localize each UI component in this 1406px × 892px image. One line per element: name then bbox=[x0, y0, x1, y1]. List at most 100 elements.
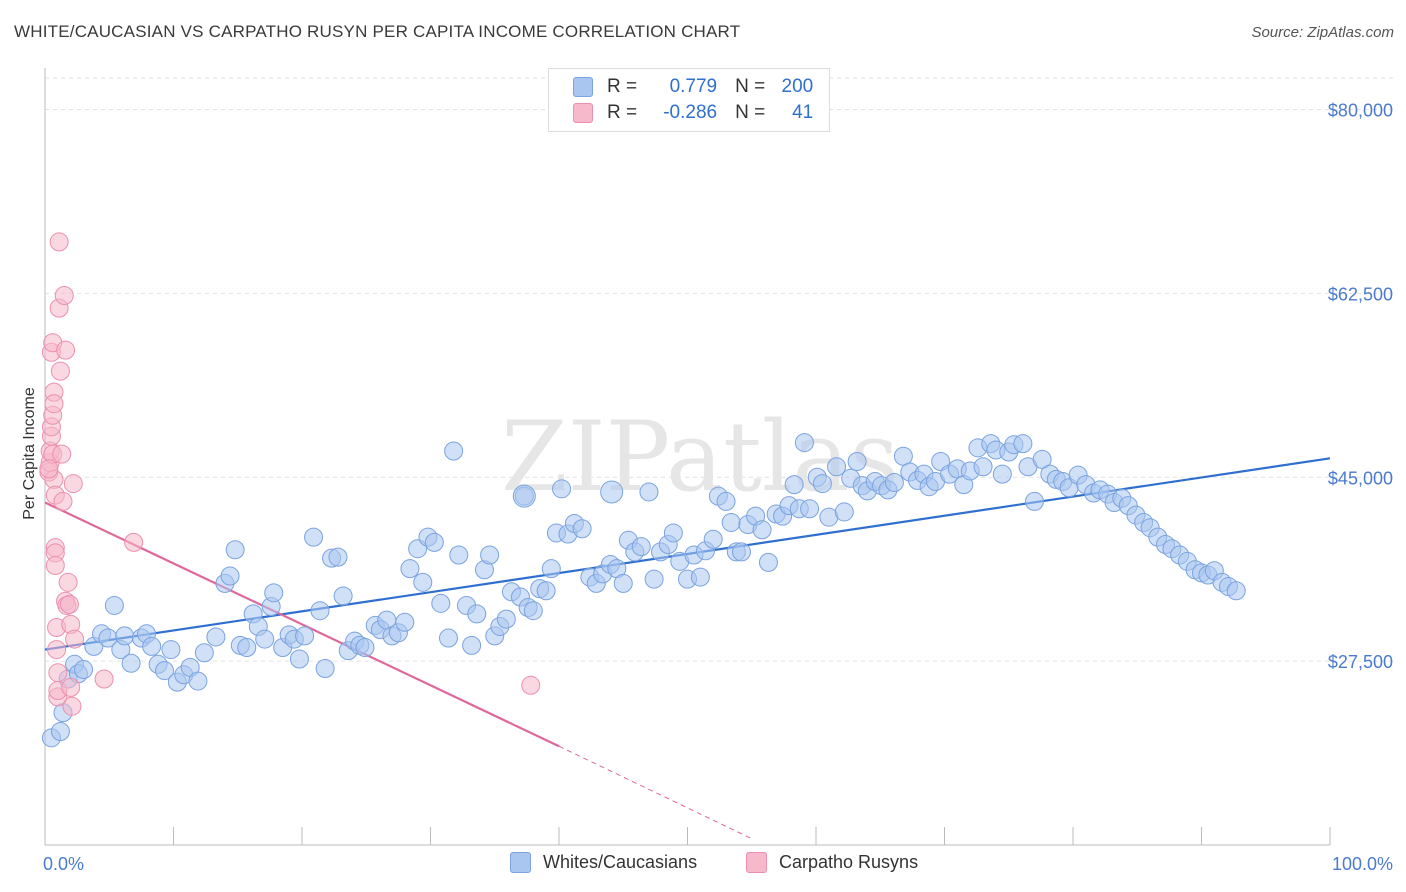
data-point bbox=[1013, 434, 1033, 454]
trend-line-extension-1 bbox=[558, 745, 752, 840]
data-point bbox=[355, 637, 375, 657]
data-point bbox=[52, 444, 72, 464]
data-point bbox=[703, 529, 723, 549]
y-tick-label: $62,500 bbox=[1328, 284, 1393, 304]
data-point bbox=[194, 643, 214, 663]
data-point bbox=[62, 696, 82, 716]
data-point bbox=[1024, 491, 1044, 511]
data-point bbox=[752, 520, 772, 540]
series-label-whites: Whites/Caucasians bbox=[543, 852, 698, 872]
data-point bbox=[884, 473, 904, 493]
data-point bbox=[124, 532, 144, 552]
data-point bbox=[220, 566, 240, 586]
data-point bbox=[496, 609, 516, 629]
data-point bbox=[304, 527, 324, 547]
data-point bbox=[104, 595, 124, 615]
series-label-rusyns: Carpatho Rusyns bbox=[779, 852, 919, 872]
data-point bbox=[794, 433, 814, 453]
data-point bbox=[255, 629, 275, 649]
data-point bbox=[188, 671, 208, 691]
trend-line-1 bbox=[44, 501, 560, 748]
data-point-large bbox=[512, 484, 536, 508]
data-point bbox=[480, 545, 500, 565]
y-tick-label: $27,500 bbox=[1328, 652, 1393, 672]
chart-title: WHITE/CAUCASIAN VS CARPATHO RUSYN PER CA… bbox=[14, 22, 741, 41]
data-point bbox=[333, 586, 353, 606]
legend-r-value-whites: 0.779 bbox=[669, 76, 718, 97]
data-point bbox=[115, 626, 135, 646]
data-point bbox=[45, 556, 65, 576]
data-point bbox=[61, 677, 81, 697]
data-point bbox=[784, 475, 804, 495]
legend-r-label: R = bbox=[607, 76, 638, 97]
data-point bbox=[142, 636, 162, 656]
data-point bbox=[54, 285, 74, 305]
data-point bbox=[663, 523, 683, 543]
data-point bbox=[523, 601, 543, 621]
data-point bbox=[395, 612, 415, 632]
x-tick-label-min: 0.0% bbox=[43, 854, 84, 874]
data-points bbox=[39, 232, 1246, 748]
data-point bbox=[572, 519, 592, 539]
data-point bbox=[50, 722, 70, 742]
legend-n-value-whites: 200 bbox=[781, 76, 814, 97]
legend-swatch-whites bbox=[573, 77, 593, 97]
data-point bbox=[424, 532, 444, 552]
legend-row-whites: R = 0.779 N = 200 bbox=[573, 75, 813, 99]
axis-labels: $27,500 $45,000 $62,500 $80,000 0.0% 100.0% Pe… bbox=[21, 101, 1393, 874]
data-point bbox=[613, 573, 633, 593]
data-point bbox=[847, 452, 867, 471]
data-point bbox=[413, 572, 433, 592]
data-point bbox=[716, 491, 736, 511]
data-point bbox=[289, 649, 309, 669]
data-point bbox=[800, 499, 820, 519]
data-point bbox=[812, 474, 832, 494]
data-point bbox=[536, 581, 556, 601]
data-point bbox=[521, 675, 541, 695]
data-point bbox=[438, 628, 458, 648]
series-legend-rusyns[interactable]: Carpatho Rusyns bbox=[746, 852, 918, 873]
legend-n-value-rusyns: 41 bbox=[792, 102, 814, 123]
data-point bbox=[541, 559, 561, 579]
data-point bbox=[49, 232, 69, 252]
data-point bbox=[94, 669, 114, 689]
legend-r-label: R = bbox=[607, 102, 638, 123]
legend-swatch-rusyns bbox=[573, 103, 593, 123]
data-point bbox=[973, 457, 993, 477]
series-legend-whites[interactable]: Whites/Caucasians bbox=[510, 852, 697, 873]
data-point bbox=[444, 441, 464, 461]
data-point bbox=[721, 512, 741, 532]
data-point bbox=[644, 569, 664, 589]
data-point bbox=[65, 629, 85, 649]
data-point bbox=[48, 663, 68, 683]
series-swatch-rusyns bbox=[746, 852, 767, 873]
data-point bbox=[462, 635, 482, 655]
data-point bbox=[161, 640, 181, 660]
series-swatch-whites bbox=[510, 852, 531, 873]
series-1 bbox=[39, 232, 541, 716]
data-point bbox=[467, 604, 487, 624]
data-point bbox=[552, 479, 572, 499]
data-point bbox=[992, 464, 1012, 484]
data-point-large bbox=[600, 480, 624, 504]
correlation-legend: R = 0.779 N = 200 R = -0.286 N = 41 bbox=[548, 68, 830, 132]
data-point bbox=[400, 559, 420, 579]
data-point bbox=[225, 540, 245, 560]
data-point bbox=[63, 474, 83, 494]
x-tick-label-max: 100.0% bbox=[1332, 854, 1393, 874]
legend-n-label: N = bbox=[735, 102, 766, 123]
data-point bbox=[44, 394, 64, 414]
data-point bbox=[47, 640, 67, 660]
legend-n-label: N = bbox=[735, 76, 766, 97]
data-point bbox=[758, 552, 778, 572]
source-label: Source: ZipAtlas.com bbox=[1251, 24, 1394, 41]
data-point bbox=[74, 660, 94, 680]
data-point bbox=[449, 545, 469, 565]
data-point bbox=[264, 583, 284, 603]
data-point bbox=[731, 542, 751, 562]
data-point bbox=[834, 502, 854, 522]
series-0 bbox=[41, 433, 1246, 748]
data-point bbox=[121, 653, 141, 673]
data-point bbox=[431, 593, 451, 613]
